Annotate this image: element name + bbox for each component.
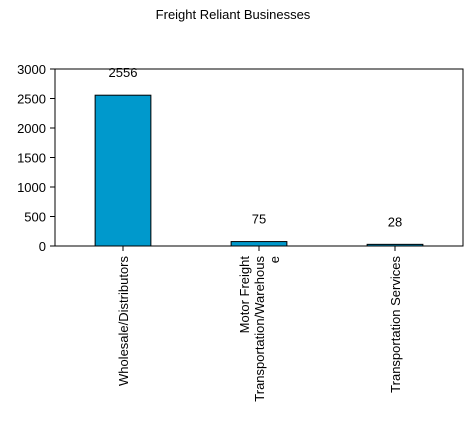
chart-title: Freight Reliant Businesses: [156, 7, 311, 22]
y-axis: 0 500 1000 1500 2000 2500 3000: [17, 62, 55, 254]
bar: [366, 243, 424, 247]
bar: [230, 241, 288, 247]
x-category-label: Motor Freight Transportation/Warehous e: [237, 256, 282, 402]
y-tick-label: 2000: [17, 121, 46, 136]
x-category-label-line: e: [267, 256, 282, 263]
x-category-label: Transportation Services: [388, 256, 403, 393]
x-category-label-line: Transportation/Warehous: [252, 256, 267, 402]
y-tick-label: 3000: [17, 62, 46, 77]
y-tick-label: 1000: [17, 180, 46, 195]
bar: [94, 94, 152, 247]
data-label: 28: [388, 214, 402, 229]
y-tick-label: 1500: [17, 151, 46, 166]
x-category-label-line: Transportation Services: [388, 256, 403, 393]
data-label: 75: [252, 212, 266, 227]
x-category-label-line: Wholesale/Distributors: [116, 256, 131, 387]
y-tick-label: 2500: [17, 92, 46, 107]
bars: [94, 94, 424, 247]
x-category-label: Wholesale/Distributors: [116, 256, 131, 387]
x-axis: Wholesale/Distributors Motor Freight Trans…: [116, 246, 403, 402]
x-category-label-line: Motor Freight: [237, 256, 252, 334]
y-tick-label: 500: [24, 210, 46, 225]
data-labels: 2556 75 28: [109, 65, 403, 229]
data-label: 2556: [109, 65, 138, 80]
y-tick-label: 0: [39, 239, 46, 254]
